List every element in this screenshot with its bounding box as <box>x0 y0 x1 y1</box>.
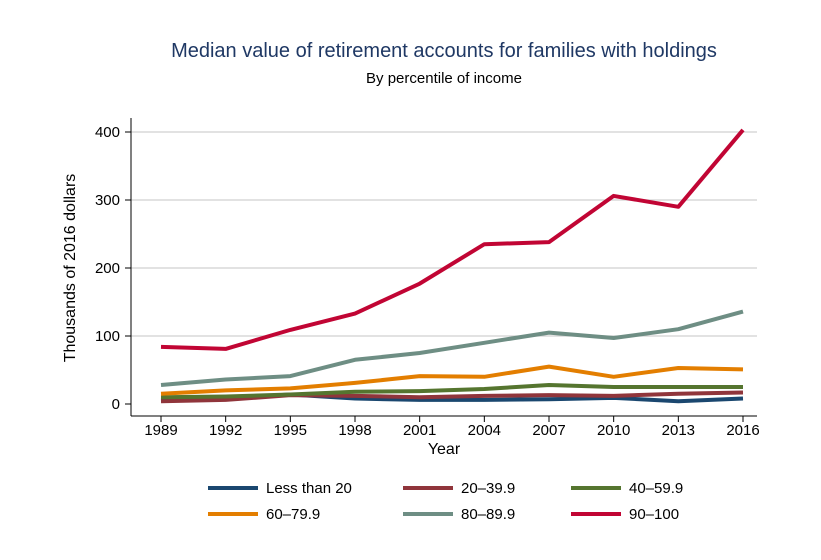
x-tick-label: 1992 <box>209 422 242 439</box>
chart-title: Median value of retirement accounts for … <box>171 40 717 62</box>
y-tick-label: 100 <box>95 328 120 345</box>
y-tick-label: 400 <box>95 124 120 141</box>
y-tick-label: 300 <box>95 192 120 209</box>
series-line-1 <box>160 390 744 404</box>
legend-label: 90–100 <box>629 506 679 523</box>
x-tick-label: 1989 <box>144 422 177 439</box>
series-line-4 <box>160 309 744 387</box>
x-tick-label: 2010 <box>597 422 630 439</box>
legend-label: 40–59.9 <box>629 480 683 497</box>
x-tick-label: 1998 <box>338 422 371 439</box>
x-tick-label: 2013 <box>662 422 695 439</box>
legend-label: 20–39.9 <box>461 480 515 497</box>
x-axis-title: Year <box>428 441 461 458</box>
legend-label: 60–79.9 <box>266 506 320 523</box>
legend: Less than 20 20–39.9 40–59.9 60–79.9 80–89.9… <box>208 480 683 523</box>
x-tick-label: 1995 <box>274 422 307 439</box>
y-ticks: 0 100 200 300 400 <box>95 124 131 413</box>
x-tick-label: 2007 <box>532 422 565 439</box>
x-tick-label: 2001 <box>403 422 436 439</box>
series-line-2 <box>160 382 743 400</box>
x-ticks: 1989 1992 1995 1998 2001 2004 2007 2010 2013 2016 <box>144 416 760 439</box>
axes <box>130 118 757 417</box>
legend-label: Less than 20 <box>266 480 352 497</box>
x-tick-label: 2016 <box>726 422 759 439</box>
x-tick-label: 2004 <box>468 422 501 439</box>
gridlines <box>131 131 757 337</box>
y-tick-label: 0 <box>112 396 120 413</box>
y-axis-title: Thousands of 2016 dollars <box>62 174 79 363</box>
series-line-5 <box>160 128 745 351</box>
y-tick-label: 200 <box>95 260 120 277</box>
series-line-3 <box>160 364 744 396</box>
legend-label: 80–89.9 <box>461 506 515 523</box>
series-lines <box>160 128 745 404</box>
chart-subtitle: By percentile of income <box>366 70 522 87</box>
